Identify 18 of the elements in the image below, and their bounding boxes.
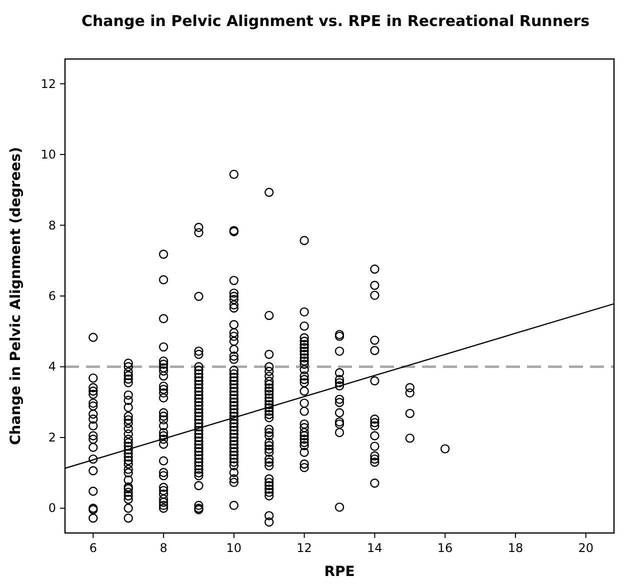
y-axis-title: Change in Pelvic Alignment (degrees) [8,147,24,445]
x-tick-label: 16 [437,541,453,555]
y-tick-label: 2 [48,430,56,444]
x-tick-label: 14 [367,541,382,555]
y-tick-label: 6 [48,289,56,303]
x-tick-label: 10 [226,541,242,555]
y-tick-label: 0 [48,501,56,516]
y-tick-label: 10 [40,148,56,162]
y-tick-label: 12 [40,76,56,91]
y-tick-label: 8 [48,218,56,232]
x-tick-label: 12 [296,541,312,555]
x-tick-label: 18 [508,541,524,555]
y-tick-label: 4 [48,360,56,374]
x-axis-title: RPE [324,564,355,580]
chart-title: Change in Pelvic Alignment vs. RPE in Recreational Runners [81,12,590,30]
x-tick-label: 8 [160,541,168,555]
x-tick-label: 6 [89,541,97,555]
x-tick-label: 20 [578,541,594,555]
